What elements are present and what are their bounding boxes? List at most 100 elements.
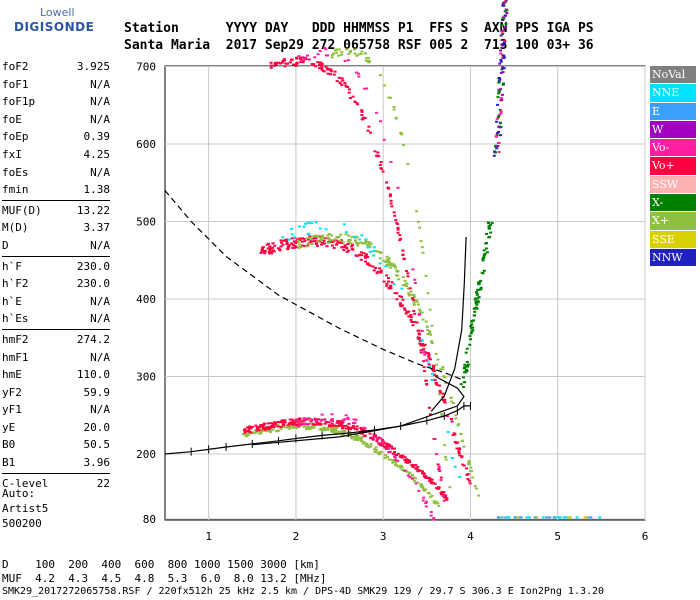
echo-thirdhop-x-plus (353, 48, 357, 51)
echo-multihop-vo-plus (427, 353, 431, 356)
echo-vo-plus (369, 437, 373, 440)
echo-multihop-vo-plus (341, 246, 345, 249)
echo-vo-plus (340, 422, 344, 425)
echo-x-minus (464, 370, 468, 373)
echo-vo-minus (393, 455, 397, 458)
param-row-yf2: yF2 59.9 (2, 384, 110, 402)
echo-multihop-vo-plus (269, 247, 273, 250)
echo-thirdhop-vo-plus (388, 195, 392, 198)
echo-multihop-vo-plus (314, 242, 318, 245)
echo-vo-minus (387, 451, 391, 454)
echo-multihop-vo-plus (454, 442, 458, 445)
noise-echo (553, 516, 557, 519)
echo-multihop-vo-plus (363, 255, 367, 258)
echo-thirdhop-x-plus (330, 53, 334, 56)
echo-thirdhop-x-plus (330, 56, 334, 59)
echo-vo-minus (330, 420, 334, 423)
echo-vo-plus (327, 424, 331, 427)
echo-multihop-x-plus (449, 400, 453, 403)
echo-multihop-x-plus (354, 241, 358, 244)
echo-thirdhop-vo-plus (406, 272, 410, 275)
param-label: foF2 (2, 60, 29, 73)
echo-thirdhop-vo-plus (417, 333, 421, 336)
echo-thirdhop-vo-plus (269, 64, 273, 67)
echo-thirdhop-vo-plus (422, 360, 426, 363)
echo-x-plus (351, 436, 355, 439)
echo-multihop-nne (392, 283, 396, 286)
echo-multihop-vo-plus (467, 479, 471, 482)
plot-frame (164, 65, 646, 521)
echo-multihop-x-plus (308, 236, 312, 239)
noise-echo (558, 516, 562, 519)
param-value: 110.0 (76, 368, 110, 382)
legend-item-noval: NoVal (650, 66, 696, 84)
echo-vo-plus (411, 466, 415, 469)
echo-thirdhop-vo-plus (411, 298, 415, 301)
noise-echo (589, 516, 593, 519)
echo-multihop-x-plus (470, 470, 474, 473)
echo-vo-minus (410, 477, 414, 480)
echo-thirdhop-vo-plus (437, 468, 441, 471)
echo-multihop-x-plus (467, 461, 471, 464)
echo-vo-plus (420, 472, 424, 475)
echo-multihop-x-plus (344, 233, 348, 236)
echo-high-column (496, 116, 500, 119)
echo-x-plus (302, 425, 306, 428)
echo-multihop-vo-plus (271, 246, 275, 249)
echo-thirdhop-x-plus (360, 50, 364, 53)
echo-multihop-nne (427, 365, 431, 368)
echo-thirdhop-vo-plus (348, 97, 352, 100)
param-row-hme: hmE 110.0 (2, 366, 110, 384)
echo-thirdhop-vo-minus (439, 479, 443, 482)
echo-multihop-vo-plus (389, 284, 393, 287)
echo-multihop-vo-plus (451, 434, 455, 437)
param-row-hf2: h`F2 230.0 (2, 275, 110, 293)
echo-x-plus (383, 457, 387, 460)
echo-vo-minus (421, 499, 425, 502)
echo-vo-plus (422, 472, 426, 475)
echo-high-column (503, 40, 507, 43)
echo-vo-plus (246, 430, 250, 433)
echo-multihop-vo-plus (385, 274, 389, 277)
echo-high-column (498, 108, 502, 111)
echo-multihop-vo-plus (285, 240, 289, 243)
echo-multihop-vo-plus (266, 247, 270, 250)
echo-vo-plus (276, 425, 280, 428)
echo-vo-minus (351, 422, 355, 425)
echo-multihop-vo-plus (364, 260, 368, 263)
echo-high-column (497, 115, 501, 118)
echo-thirdhop-vo-plus (284, 62, 288, 65)
echo-x-plus (292, 425, 296, 428)
echo-multihop-vo-plus (458, 454, 462, 457)
echo-multihop-vo-plus (287, 245, 291, 248)
echo-vo-plus (317, 422, 321, 425)
echo-vo-plus (280, 421, 284, 424)
echo-multihop-vo-plus (301, 244, 305, 247)
echo-multihop-vo-plus (308, 235, 312, 238)
echo-multihop-vo-plus (401, 298, 405, 301)
echo-thirdhop-vo-plus (401, 253, 405, 256)
echo-thirdhop-vo-plus (389, 193, 393, 196)
echo-multihop-x-plus (333, 238, 337, 241)
echo-thirdhop-vo-minus (374, 111, 378, 114)
echo-high-column (502, 30, 506, 33)
echo-multihop-nne (304, 222, 308, 225)
param-row-foe: foE N/A (2, 111, 110, 129)
echo-thirdhop-vo-plus (398, 234, 402, 237)
echo-x-minus (465, 365, 469, 368)
echo-vo-minus (343, 418, 347, 421)
echo-x-plus (432, 501, 436, 504)
echo-thirdhop-x-plus (430, 324, 434, 327)
echo-multihop-x-plus (421, 318, 425, 321)
echo-x-minus (485, 241, 489, 244)
echo-thirdhop-x-plus (392, 106, 396, 109)
echo-vo-minus (354, 418, 358, 421)
echo-thirdhop-vo-minus (441, 494, 445, 497)
echo-x-plus (430, 494, 434, 497)
echo-x-minus (477, 296, 481, 299)
echo-multihop-vo-plus (403, 308, 407, 311)
echo-x-plus (332, 431, 336, 434)
echo-x-minus (470, 323, 474, 326)
echo-vo-plus (425, 477, 429, 480)
echo-multihop-x-plus (412, 301, 416, 304)
